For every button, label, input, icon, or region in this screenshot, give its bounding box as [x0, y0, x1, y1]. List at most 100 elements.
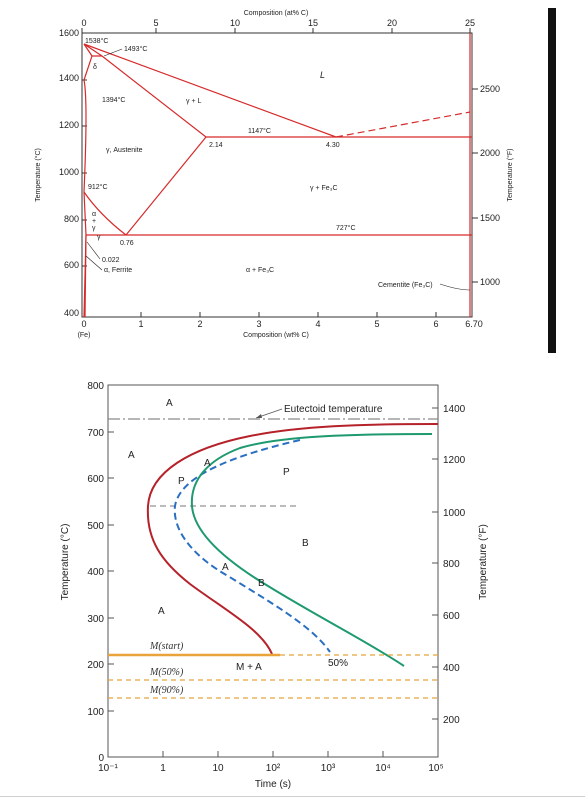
- bottom-axis-ticks: [140, 312, 437, 317]
- top-tick-15: 15: [308, 18, 318, 28]
- top-tick-25: 25: [465, 18, 475, 28]
- region-ferrite: α, Ferrite: [104, 267, 132, 274]
- top-tick-10: 10: [230, 18, 240, 28]
- bottom-axis-title: Composition (wt% C): [243, 332, 309, 339]
- bottom-tick-0: 0: [81, 319, 86, 329]
- bottom-tick-1: 1: [138, 319, 143, 329]
- region-gamma-lower: γ: [92, 225, 96, 232]
- ttt-right-tick-600: 600: [443, 611, 460, 622]
- ttt-pct-50: 50%: [328, 658, 348, 669]
- ttt-right-tick-1200: 1200: [443, 455, 466, 466]
- ttt-left-tick-100: 100: [87, 707, 104, 718]
- ttt-x-tick-4: 10³: [321, 763, 336, 774]
- left-tick-1600: 1600: [59, 28, 79, 38]
- label-1538: 1538°C: [85, 37, 108, 45]
- iron-carbon-phase-diagram: Composition (at% C) 0 5 10 15 20 25 Temp…: [34, 10, 514, 339]
- arrow-0022: [86, 241, 101, 260]
- left-tick-1200: 1200: [59, 120, 79, 130]
- region-gamma-small: γ: [97, 234, 101, 241]
- black-divider-bar: [548, 8, 556, 353]
- ttt-left-tick-500: 500: [87, 521, 104, 532]
- finish-curve: [190, 433, 433, 667]
- ttt-left-tick-600: 600: [87, 474, 104, 485]
- gamma-left: [83, 79, 87, 193]
- label-214: 2.14: [209, 142, 223, 149]
- liquidus-left: [83, 43, 337, 138]
- region-alpha: α: [92, 211, 96, 218]
- left-tick-800: 800: [64, 214, 79, 224]
- region-alpha-cementite: α + Fe₃C: [246, 267, 274, 274]
- acm-line: [125, 136, 207, 236]
- right-tick-1500: 1500: [480, 213, 500, 223]
- fe-label: (Fe): [78, 332, 91, 339]
- label-1147: 1147°C: [248, 127, 271, 135]
- right-tick-1000: 1000: [480, 277, 500, 287]
- ttt-diagram: 800 700 600 500 400 300 200 100 0 Temper…: [60, 381, 489, 790]
- left-tick-1400: 1400: [59, 73, 79, 83]
- ttt-right-tick-1000: 1000: [443, 508, 466, 519]
- ttt-x-tick-6: 10⁵: [428, 763, 443, 774]
- bottom-tick-670: 6.70: [465, 319, 483, 329]
- label-076: 0.76: [120, 240, 134, 247]
- a3-line: [83, 191, 127, 236]
- phase-boundaries: [83, 33, 472, 318]
- ttt-right-tick-200: 200: [443, 715, 460, 726]
- left-axis-title: Temperature (°C): [34, 148, 42, 202]
- ttt-right-tick-400: 400: [443, 663, 460, 674]
- delta-region: [83, 43, 103, 81]
- solidus-gamma: [101, 55, 207, 138]
- liquidus-right: [335, 111, 471, 138]
- ttt-x-tick-3: 10²: [266, 763, 281, 774]
- bottom-tick-4: 4: [315, 319, 320, 329]
- ttt-x-axis-title: Time (s): [255, 779, 291, 790]
- bottom-tick-2: 2: [197, 319, 202, 329]
- ttt-region-m-a: M + A: [236, 662, 262, 673]
- m50-label: M(50%): [149, 667, 184, 678]
- label-1394: 1394°C: [102, 96, 125, 104]
- ttt-region-p: P: [283, 467, 290, 478]
- phase-plot-frame: [81, 32, 473, 318]
- region-delta: δ: [93, 64, 97, 71]
- left-tick-600: 600: [64, 260, 79, 270]
- m-start-label: M(start): [149, 641, 184, 652]
- right-axis-title: Temperature (°F): [506, 149, 514, 202]
- bottom-tick-6: 6: [433, 319, 438, 329]
- label-1493: 1493°C: [124, 45, 147, 53]
- ttt-left-axis-title: Temperature (°C): [60, 524, 71, 601]
- top-axis-title: Composition (at% C): [244, 10, 309, 17]
- ttt-right-ticks: [432, 407, 438, 720]
- ttt-curve-b-lower: B: [258, 578, 265, 589]
- m90-label: M(90%): [149, 685, 184, 696]
- top-axis-ticks: [81, 28, 471, 33]
- ttt-curve-a-lower: A: [222, 562, 229, 573]
- label-0022: 0.022: [102, 257, 120, 264]
- left-tick-400: 400: [64, 308, 79, 318]
- region-liquid: L: [320, 70, 325, 80]
- top-tick-20: 20: [387, 18, 397, 28]
- label-912: 912°C: [88, 183, 108, 191]
- top-tick-5: 5: [153, 18, 158, 28]
- ttt-left-ticks: [108, 431, 114, 712]
- label-727: 727°C: [336, 224, 356, 232]
- ttt-region-a-top: A: [166, 398, 173, 409]
- ttt-left-tick-700: 700: [87, 428, 104, 439]
- region-plus: +: [92, 218, 96, 225]
- arrow-ferrite: [85, 255, 103, 271]
- start-curve: [146, 423, 439, 655]
- eutectoid-label: Eutectoid temperature: [284, 404, 383, 415]
- ttt-x-tick-1: 1: [160, 763, 166, 774]
- ttt-left-tick-400: 400: [87, 567, 104, 578]
- region-cementite: Cementite (Fe₃C): [378, 282, 433, 289]
- ttt-x-tick-5: 10⁴: [375, 763, 390, 774]
- ttt-region-a-lower: A: [158, 606, 165, 617]
- ttt-right-axis-title: Temperature (°F): [478, 524, 489, 600]
- ttt-left-tick-300: 300: [87, 614, 104, 625]
- arrow-1493: [103, 48, 123, 57]
- top-tick-0: 0: [81, 18, 86, 28]
- arrow-cementite: [439, 283, 471, 291]
- right-axis-ticks: [472, 88, 478, 283]
- ttt-left-tick-200: 200: [87, 660, 104, 671]
- ttt-x-tick-0: 10⁻¹: [98, 763, 118, 774]
- ttt-region-b: B: [302, 538, 309, 549]
- left-tick-1000: 1000: [59, 167, 79, 177]
